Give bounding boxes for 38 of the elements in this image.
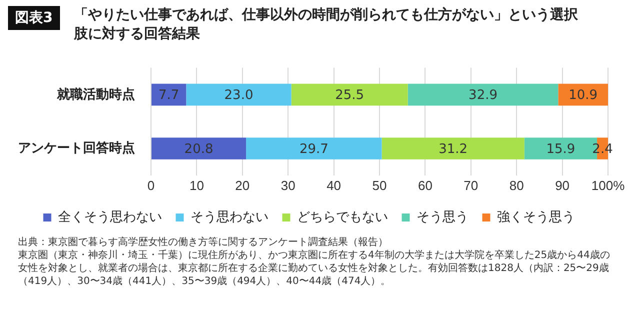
chart-title: 「やりたい仕事であれば、仕事以外の時間が削られても仕方がない」という選択肢に対する回答結果 [74,6,579,44]
bar [246,138,382,160]
text: 図表3 [8,6,60,30]
data-label: 23.0 [224,88,254,104]
x-tick-label: 60 [418,178,432,193]
data-label: 15.9 [546,142,576,157]
data-label: 32.9 [468,88,498,104]
x-tick-label: 0 [147,178,155,193]
bar [152,138,246,160]
y-tick-label: 就職活動時点 [56,86,135,102]
data-label: 31.2 [438,142,468,157]
legend-label: そう思う [416,209,468,224]
y-tick-label: アンケート回答時点 [18,140,135,156]
bar [152,84,186,106]
legend-label: 強くそう思う [496,209,575,224]
data-label: 7.7 [158,88,180,104]
bar [408,84,558,106]
legend-label: そう思わない [190,209,268,224]
data-label: 10.9 [568,88,598,104]
x-tick-label: 20 [235,178,250,193]
bar [382,138,524,160]
x-tick-label: 30 [280,178,296,193]
data-label: 29.7 [299,142,328,157]
legend-label: 全くそう思わない [58,209,162,224]
data-label: 25.5 [335,88,364,104]
bar [291,84,408,106]
x-tick-label: 10 [189,178,204,193]
x-tick-label: 70 [464,178,478,193]
data-label: 20.8 [184,142,214,157]
x-tick-label: 100% [591,178,626,193]
bar [186,84,292,106]
x-tick-label: 50 [372,178,387,193]
legend-label: どちらでもない [296,209,388,224]
text: 東京圏（東京・神奈川・埼玉・千葉）に現住所があり、かつ東京圏に所在する4年制の大学または大学院を卒業した25歳から44歳の女性を対象とし、就業者の場合は、東京都に所在する企業に勤めている女性を対象とした。有効回答数は1828人（内訳：25〜29歳（419人）、30〜34歳（441人）、35〜39歳（494人）、40〜44歳（474人）。 [18,249,611,288]
source-note: 出典：東京圏で暮らす高学歴女性の働き方等に関するアンケート調査結果（報告） [18,236,389,249]
x-tick-label: 90 [555,178,570,193]
x-tick-label: 40 [326,178,342,193]
x-tick-label: 80 [509,178,524,193]
